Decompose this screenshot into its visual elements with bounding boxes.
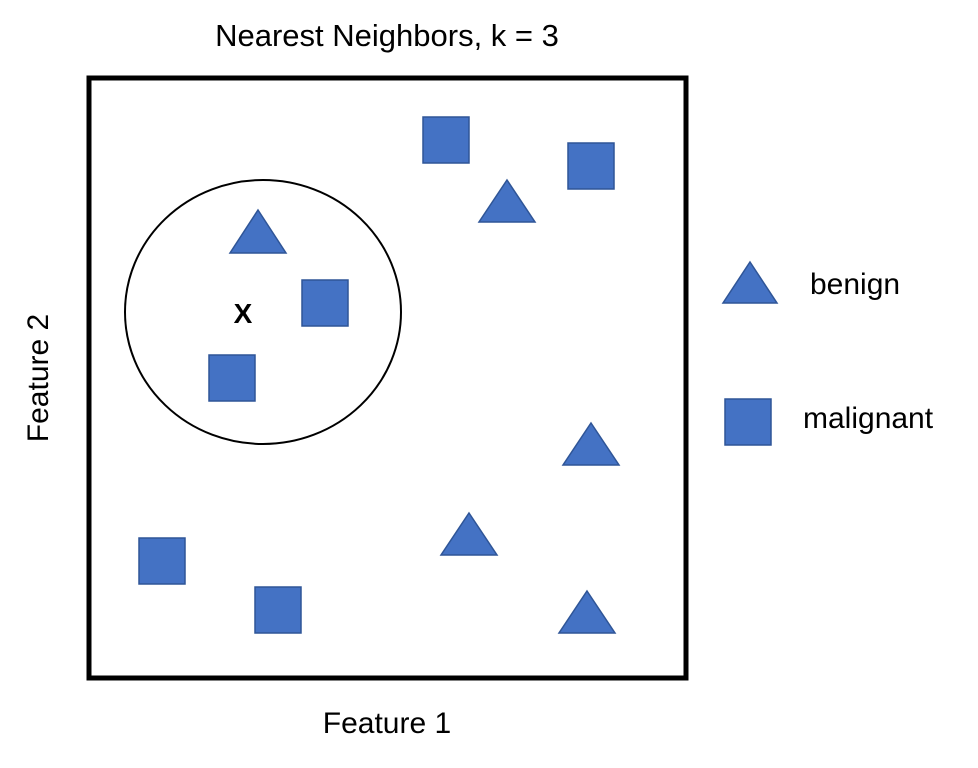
malignant-point [301, 279, 349, 327]
malignant-point [208, 354, 256, 402]
legend-square-icon [724, 398, 772, 446]
malignant-point [254, 586, 302, 634]
benign-point [439, 511, 499, 556]
neighborhood-circle [124, 179, 402, 445]
benign-point [228, 208, 288, 254]
legend-triangle-icon [721, 260, 779, 304]
legend-label-malignant: malignant [803, 402, 934, 435]
benign-point [561, 421, 621, 466]
benign-point [557, 589, 617, 634]
query-point-label: X [234, 298, 253, 329]
legend: benign malignant [721, 260, 934, 446]
x-axis-label: Feature 1 [323, 707, 451, 740]
diagram-title: Nearest Neighbors, k = 3 [215, 18, 559, 53]
malignant-point [138, 537, 186, 585]
malignant-point [567, 142, 615, 190]
legend-label-benign: benign [810, 268, 900, 301]
benign-point [477, 178, 537, 223]
malignant-point [422, 116, 470, 164]
y-axis-label: Feature 2 [22, 314, 55, 442]
